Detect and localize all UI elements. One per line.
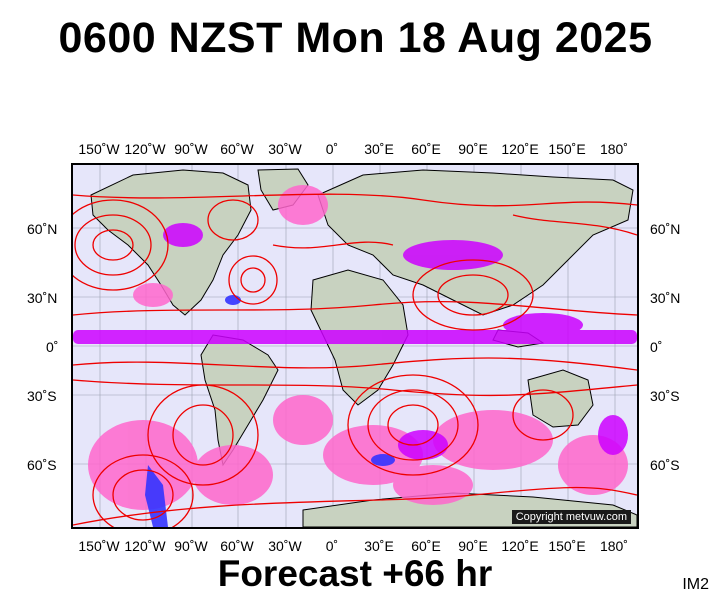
lon-label: 180˚ (599, 141, 629, 157)
isobars (73, 193, 637, 527)
lon-label: 30˚W (268, 538, 302, 554)
lon-label: 60˚E (411, 141, 441, 157)
lat-label: 60˚S (650, 457, 680, 473)
image-code: IM2 (682, 576, 709, 593)
forecast-label: Forecast +66 hr (217, 553, 493, 594)
lon-label: 120˚E (501, 538, 539, 554)
lat-label: 60˚N (27, 221, 58, 237)
lon-label: 0˚ (325, 141, 339, 157)
lon-label: 90˚W (174, 538, 208, 554)
lat-label: 30˚N (27, 290, 58, 306)
lat-label: 60˚S (27, 457, 57, 473)
copyright-label: Copyright metvuw.com (511, 510, 631, 524)
lon-label: 30˚E (364, 141, 394, 157)
lat-label: 0˚ (650, 339, 663, 355)
weather-map: Copyright metvuw.com (71, 163, 639, 529)
precipitation (73, 185, 637, 527)
lat-label: 30˚S (650, 388, 680, 404)
lon-label: 60˚W (220, 538, 254, 554)
australia (527, 369, 594, 428)
lon-label: 90˚W (174, 141, 208, 157)
precip-light (88, 185, 628, 510)
lon-label: 120˚W (124, 538, 166, 554)
precip-medium (73, 223, 637, 460)
map-title: 0600 NZST Mon 18 Aug 2025 (58, 14, 653, 62)
lat-label: 0˚ (46, 339, 59, 355)
lon-label: 150˚E (548, 538, 586, 554)
lon-label: 150˚W (78, 141, 120, 157)
lon-label: 150˚W (78, 538, 120, 554)
lon-label: 180˚ (599, 538, 629, 554)
lon-label: 90˚E (458, 538, 488, 554)
lon-label: 150˚E (548, 141, 586, 157)
lat-label: 60˚N (650, 221, 681, 237)
map-canvas (73, 165, 637, 527)
lon-label: 60˚W (220, 141, 254, 157)
lon-label: 120˚E (501, 141, 539, 157)
lon-label: 0˚ (325, 538, 339, 554)
lon-label: 30˚E (364, 538, 394, 554)
lon-label: 120˚W (124, 141, 166, 157)
lon-label: 30˚W (268, 141, 302, 157)
lat-label: 30˚S (27, 388, 57, 404)
lon-label: 60˚E (411, 538, 441, 554)
lon-label: 90˚E (458, 141, 488, 157)
lat-label: 30˚N (650, 290, 681, 306)
